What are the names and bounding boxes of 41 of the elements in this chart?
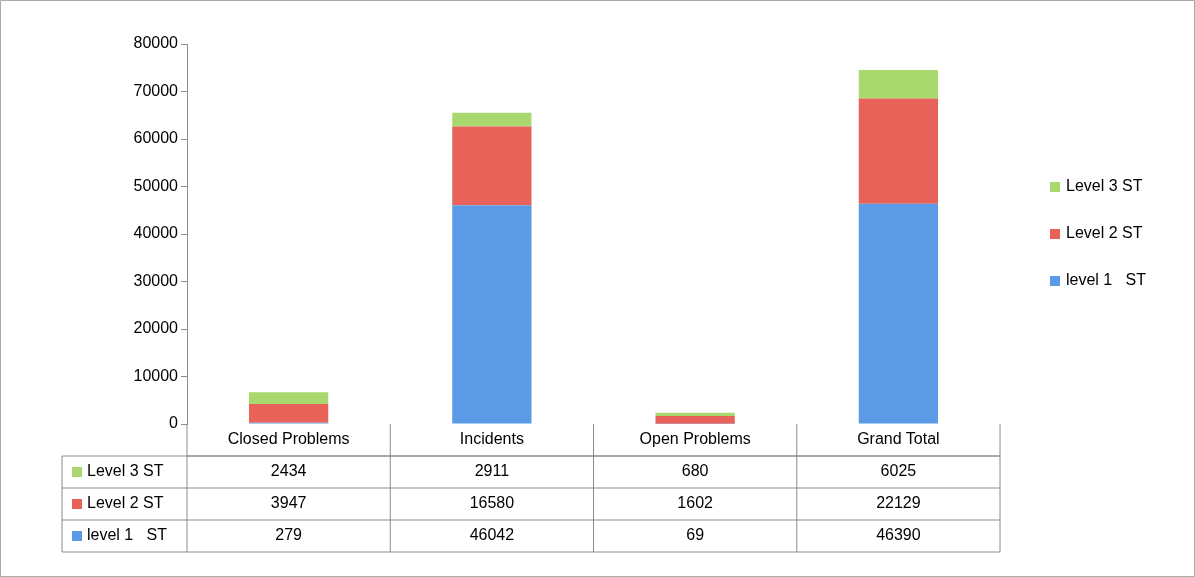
data-label: 1602: [677, 494, 714, 512]
x-tick-label: Grand Total: [857, 430, 940, 448]
text: level 1 ST: [87, 526, 168, 544]
text: Level 3 ST: [1066, 177, 1143, 195]
x-tick-label: Incidents: [459, 430, 524, 448]
y-tick-label: 80000: [133, 34, 179, 52]
y-tick-label: 10000: [133, 366, 179, 384]
data-label: 279: [275, 526, 303, 544]
bar: [248, 403, 329, 423]
data-label: 16580: [469, 494, 515, 512]
bar: [452, 126, 532, 206]
text: Level 2 ST: [1066, 224, 1143, 242]
y-tick-label: 30000: [133, 271, 179, 289]
bar: [248, 392, 329, 404]
data-label: 46390: [876, 526, 921, 544]
y-tick-label: 60000: [133, 129, 179, 147]
data-label: 6025: [880, 462, 917, 480]
y-tick-label: 20000: [133, 319, 179, 337]
y-tick-label: 0: [169, 414, 179, 432]
bar: [858, 203, 939, 424]
x-tick-label: Closed Problems: [227, 430, 350, 448]
bar: [858, 98, 939, 204]
bar: [858, 69, 939, 99]
x-tick-label: Open Problems: [639, 430, 751, 448]
legend-label: Level 2 ST: [87, 494, 164, 512]
bar: [655, 412, 735, 417]
legend-label: Level 3 ST: [87, 462, 164, 480]
data-label: 2434: [270, 462, 307, 480]
data-label: 680: [681, 462, 709, 480]
y-tick-label: 70000: [133, 81, 179, 99]
data-label: 2911: [474, 462, 510, 480]
data-label: 22129: [876, 494, 921, 512]
y-tick-label: 50000: [133, 176, 179, 194]
data-label: 46042: [469, 526, 515, 544]
bar: [452, 112, 532, 127]
bar: [452, 205, 532, 424]
legend-label: level 1 ST: [1066, 271, 1147, 289]
y-tick-label: 40000: [133, 224, 179, 242]
data-label: 69: [686, 526, 705, 544]
data-label: 3947: [270, 494, 307, 512]
bar: [655, 416, 735, 424]
